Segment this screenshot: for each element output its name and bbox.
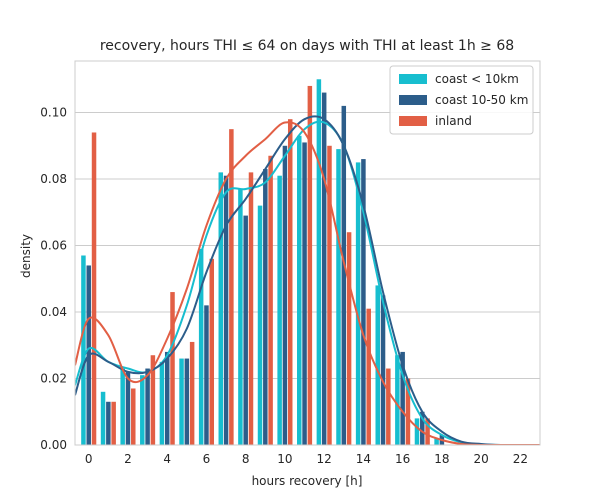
- bar: [131, 388, 136, 445]
- bar: [425, 418, 430, 445]
- x-tick-label: 22: [513, 452, 528, 466]
- bar: [257, 205, 263, 445]
- bar: [434, 438, 439, 445]
- bar: [307, 85, 313, 445]
- bar: [140, 375, 145, 445]
- bar: [170, 292, 175, 445]
- legend-label: coast < 10km: [435, 72, 519, 86]
- bar: [405, 378, 411, 445]
- bar: [100, 391, 106, 445]
- bar: [327, 145, 332, 445]
- kde-group: [75, 115, 540, 445]
- x-tick-label: 12: [317, 452, 332, 466]
- bar: [386, 368, 391, 445]
- bar: [395, 355, 400, 445]
- legend-label: coast 10-50 km: [435, 93, 528, 107]
- legend: coast < 10km coast 10-50 km inland: [389, 65, 534, 135]
- kde-curve: [75, 120, 540, 445]
- bar: [355, 162, 361, 445]
- bar: [277, 175, 282, 445]
- bar: [302, 142, 307, 445]
- bar: [248, 172, 254, 445]
- bar: [341, 105, 347, 445]
- legend-swatch: [399, 116, 427, 126]
- bar: [366, 308, 371, 445]
- bar: [111, 401, 116, 445]
- x-tick-label: 6: [203, 452, 211, 466]
- bar: [238, 189, 243, 445]
- bar: [81, 255, 86, 445]
- x-tick-label: 20: [473, 452, 488, 466]
- x-tick-label: 16: [395, 452, 410, 466]
- bar: [400, 351, 405, 445]
- bar: [204, 305, 209, 445]
- legend-swatch: [399, 95, 427, 105]
- bar: [218, 172, 224, 445]
- bar: [229, 129, 234, 445]
- bar: [184, 358, 190, 445]
- bar: [361, 159, 366, 445]
- bar: [159, 361, 165, 445]
- plot-border: [74, 60, 541, 446]
- legend-swatch: [399, 74, 427, 84]
- bars-group: [81, 79, 445, 445]
- bar: [125, 371, 131, 445]
- y-tick-label: 0.02: [40, 372, 67, 386]
- x-tick-label: 2: [124, 452, 132, 466]
- bar: [263, 169, 268, 445]
- y-tick-label: 0.06: [40, 239, 67, 253]
- y-tick-label: 0.00: [40, 438, 67, 452]
- bar: [164, 351, 170, 445]
- bar: [420, 411, 425, 445]
- bar: [380, 295, 386, 445]
- x-tick-label: 18: [434, 452, 449, 466]
- bar: [287, 119, 293, 445]
- bar: [282, 145, 288, 445]
- x-axis-label: hours recovery [h]: [252, 474, 363, 488]
- bar: [106, 401, 111, 445]
- plot-area: 0.00 0.02 0.04 0.06 0.08 0.10 0 2 4 6 8 10 12 14 16 18 2…: [40, 60, 541, 466]
- bar: [120, 368, 125, 445]
- bar: [243, 215, 248, 445]
- bar: [198, 248, 204, 445]
- kde-curve: [75, 115, 540, 445]
- bar: [150, 355, 156, 445]
- x-tick-label: 14: [356, 452, 371, 466]
- bar: [179, 358, 184, 445]
- bar: [297, 135, 302, 445]
- bar: [375, 285, 380, 445]
- bar: [321, 92, 327, 445]
- legend-label: inland: [435, 114, 472, 128]
- y-axis-label: density: [19, 234, 33, 278]
- bar: [336, 149, 341, 445]
- kde-curve: [75, 121, 540, 445]
- bar: [223, 175, 229, 445]
- bar: [209, 258, 215, 445]
- y-tick-label: 0.04: [40, 305, 67, 319]
- bar: [268, 155, 273, 445]
- bar: [316, 79, 322, 445]
- chart-title: recovery, hours THI ≤ 64 on days with TH…: [100, 38, 514, 54]
- x-tick-label: 0: [85, 452, 93, 466]
- bar: [145, 368, 150, 445]
- y-tick-label: 0.08: [40, 172, 67, 186]
- x-tick-label: 10: [277, 452, 292, 466]
- x-tick-label: 4: [163, 452, 171, 466]
- bar: [346, 232, 352, 445]
- bar: [91, 132, 97, 445]
- x-tick-label: 8: [242, 452, 250, 466]
- bar: [189, 341, 195, 445]
- y-tick-label: 0.10: [40, 106, 67, 120]
- bar: [414, 418, 420, 445]
